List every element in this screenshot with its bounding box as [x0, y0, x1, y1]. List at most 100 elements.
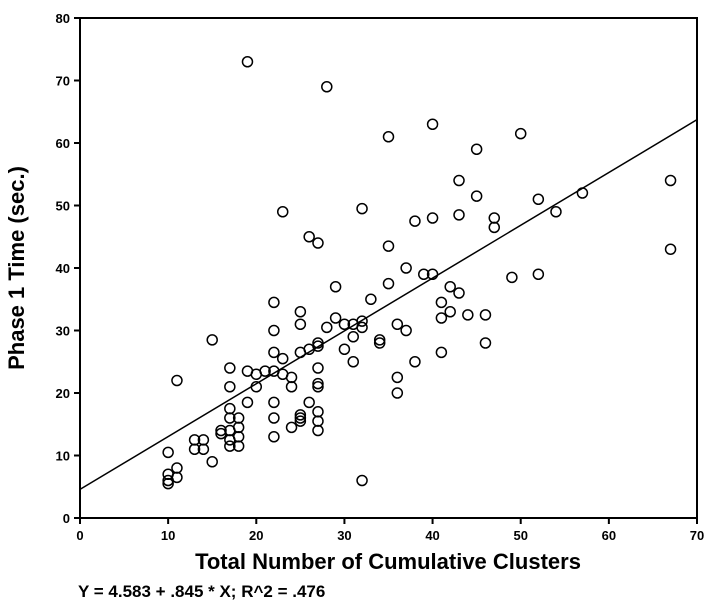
- point: [382, 131, 395, 143]
- point: [453, 287, 465, 299]
- point: [470, 190, 483, 202]
- point: [453, 174, 465, 187]
- y-tick-label: 70: [56, 74, 70, 89]
- point: [373, 334, 386, 346]
- point: [162, 474, 174, 487]
- point: [329, 281, 342, 293]
- point: [435, 296, 448, 309]
- trend-line: [79, 119, 698, 490]
- point: [391, 318, 404, 330]
- y-tick-label: 40: [56, 261, 70, 276]
- point: [514, 127, 527, 140]
- y-tick-label: 50: [56, 199, 70, 214]
- point: [453, 209, 465, 221]
- point: [294, 306, 307, 318]
- x-tick-label: 40: [425, 528, 439, 543]
- point: [250, 381, 263, 393]
- point: [285, 421, 298, 434]
- point: [321, 321, 333, 334]
- point: [488, 221, 501, 234]
- point: [347, 331, 359, 343]
- point: [303, 396, 315, 409]
- y-tick-label: 80: [56, 11, 70, 26]
- point: [224, 412, 236, 424]
- point: [356, 315, 368, 327]
- y-tick-label: 30: [56, 324, 70, 339]
- point: [312, 415, 324, 427]
- y-axis-label: Phase 1 Time (sec.): [4, 166, 29, 370]
- x-axis-label: Total Number of Cumulative Clusters: [195, 549, 581, 574]
- point: [268, 396, 280, 409]
- y-tick-label: 0: [63, 511, 70, 526]
- point: [215, 424, 227, 437]
- point: [400, 262, 412, 274]
- y-tick-label: 20: [56, 386, 70, 401]
- point: [470, 143, 483, 155]
- x-tick-label: 10: [161, 528, 175, 543]
- x-tick-label: 30: [337, 528, 351, 543]
- point: [268, 412, 280, 424]
- point: [532, 193, 545, 205]
- point: [550, 206, 562, 218]
- point: [171, 374, 183, 387]
- point: [241, 365, 254, 377]
- point: [268, 296, 280, 309]
- point: [356, 202, 368, 215]
- point: [268, 346, 280, 359]
- point: [276, 206, 289, 218]
- point: [312, 377, 324, 390]
- point: [426, 268, 439, 280]
- point: [400, 324, 412, 337]
- point: [206, 334, 218, 346]
- y-tick-label: 60: [56, 136, 70, 151]
- y-tick-label: 10: [56, 449, 70, 464]
- point: [409, 356, 421, 368]
- point: [329, 312, 342, 324]
- point: [321, 81, 333, 93]
- point: [444, 281, 456, 293]
- point: [576, 187, 589, 199]
- point: [391, 387, 404, 399]
- point: [479, 309, 492, 321]
- point: [312, 340, 324, 352]
- point: [365, 293, 377, 305]
- point: [479, 337, 492, 349]
- x-tick-label: 20: [249, 528, 263, 543]
- annotation: Y = 4.583 + .845 * X; R^2 = .476: [78, 582, 325, 601]
- point: [188, 434, 201, 446]
- point: [241, 56, 254, 68]
- point: [462, 309, 474, 321]
- point: [162, 477, 174, 490]
- point: [294, 415, 307, 427]
- point: [276, 352, 289, 365]
- point: [294, 409, 307, 421]
- point: [224, 434, 236, 446]
- point: [506, 271, 518, 284]
- x-tick-label: 0: [76, 528, 83, 543]
- point: [338, 343, 351, 355]
- point: [532, 268, 545, 280]
- x-tick-label: 50: [513, 528, 527, 543]
- plot-frame: [79, 17, 698, 519]
- point: [444, 306, 456, 318]
- point: [426, 212, 439, 224]
- point: [171, 462, 183, 474]
- point: [382, 240, 395, 252]
- point: [347, 356, 359, 368]
- point: [373, 337, 386, 349]
- point: [162, 446, 174, 459]
- point: [312, 424, 324, 437]
- x-tick-label: 70: [690, 528, 704, 543]
- point: [241, 396, 254, 409]
- point: [224, 440, 236, 452]
- point: [206, 456, 218, 468]
- point: [268, 324, 280, 337]
- point: [356, 474, 368, 487]
- point: [224, 381, 236, 393]
- point: [312, 362, 324, 374]
- point: [338, 318, 351, 330]
- point: [312, 337, 324, 349]
- point: [197, 443, 210, 455]
- point: [488, 212, 501, 224]
